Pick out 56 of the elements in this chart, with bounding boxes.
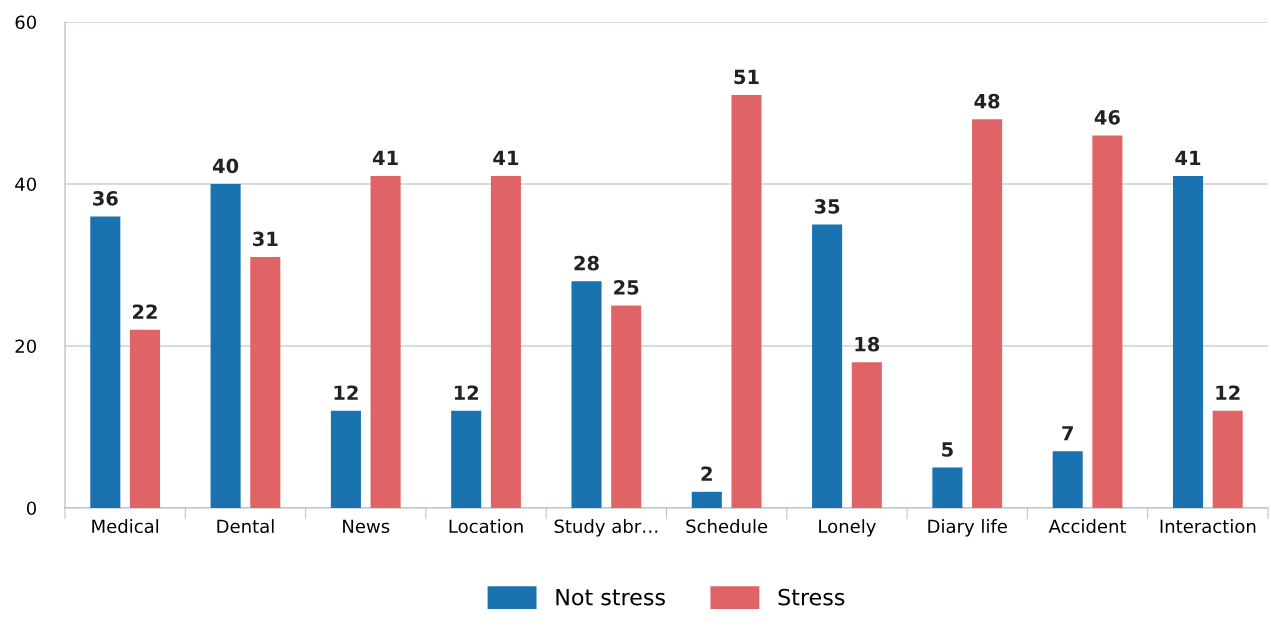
bar: [1052, 451, 1083, 508]
y-tick-label: 0: [26, 501, 37, 516]
bar: [90, 216, 121, 508]
data-label: 36: [93, 190, 118, 206]
legend-label: Not stress: [556, 589, 665, 606]
x-tick-label: Diary life: [928, 519, 1007, 537]
bar: [731, 94, 762, 508]
data-label: 22: [133, 304, 157, 319]
y-tick-label: 40: [15, 177, 37, 192]
data-label: 48: [974, 93, 1000, 109]
bar: [812, 224, 843, 508]
bar: [972, 119, 1003, 508]
x-tick-label: Interaction: [1160, 519, 1256, 534]
bar: [250, 256, 281, 508]
data-label: 46: [1094, 110, 1120, 125]
data-label: 7: [1062, 426, 1073, 441]
x-tick-label: Lonely: [819, 519, 876, 537]
bar: [851, 362, 882, 508]
bar: [330, 410, 361, 508]
y-tick-label: 60: [15, 15, 37, 30]
data-label: 40: [212, 158, 239, 174]
y-tick-label: 20: [15, 339, 37, 354]
data-label: 2: [701, 466, 712, 481]
data-label: 41: [1175, 150, 1201, 165]
bar: [1092, 135, 1123, 508]
data-label: 51: [734, 69, 759, 85]
bar: [129, 329, 161, 508]
data-label: 5: [942, 442, 953, 457]
x-tick-label: Schedule: [686, 519, 768, 534]
bar: [451, 410, 482, 508]
bar: [1172, 175, 1204, 508]
data-label: 41: [372, 150, 398, 165]
data-label: 12: [1216, 385, 1240, 400]
bar: [691, 491, 722, 508]
x-tick-label: Location: [449, 519, 523, 534]
bar: [611, 305, 642, 508]
x-tick-label: Dental: [217, 519, 274, 534]
data-label: 35: [814, 199, 840, 214]
bar: [490, 175, 521, 508]
x-tick-label: Medical: [92, 519, 159, 534]
x-tick-label: News: [343, 519, 390, 534]
bar: [932, 467, 963, 508]
data-label: 12: [454, 385, 479, 400]
bar: [1212, 410, 1243, 508]
x-tick-label: Study abr…: [554, 519, 658, 537]
data-label: 28: [574, 255, 599, 271]
legend-label: Stress: [778, 588, 845, 606]
bar: [370, 175, 401, 508]
x-tick-label: Accident: [1048, 519, 1127, 534]
data-label: 18: [855, 336, 880, 352]
data-label: 31: [253, 231, 278, 247]
data-label: 12: [334, 385, 358, 400]
bar: [210, 184, 241, 508]
data-label: 25: [614, 280, 639, 295]
bar: [571, 281, 602, 508]
data-label: 41: [493, 150, 519, 165]
